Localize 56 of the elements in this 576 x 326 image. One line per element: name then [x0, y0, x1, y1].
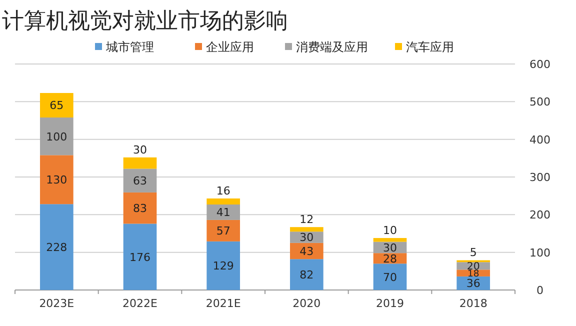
data-label: 129 — [212, 260, 234, 273]
data-label: 30 — [133, 143, 147, 156]
bar — [123, 157, 157, 169]
bar — [373, 238, 407, 242]
x-tick-label: 2023E — [39, 297, 74, 310]
chart-title: 计算机视觉对就业市场的影响 — [2, 9, 288, 34]
y-tick-label: 100 — [530, 246, 550, 260]
bar — [123, 168, 157, 192]
data-label: 16 — [216, 184, 230, 198]
data-label: 100 — [46, 130, 68, 144]
bar — [206, 241, 240, 290]
bar — [40, 204, 74, 290]
data-label: 12 — [300, 213, 314, 226]
x-tick-label: 2019 — [376, 297, 404, 310]
data-label: 43 — [300, 244, 314, 258]
bar — [373, 264, 407, 290]
x-tick-label: 2018 — [459, 297, 488, 310]
bar — [290, 259, 324, 290]
y-tick-label: 0 — [536, 284, 544, 297]
data-label: 41 — [216, 206, 230, 220]
y-tick-label: 600 — [530, 58, 550, 71]
data-label: 36 — [466, 277, 480, 290]
y-tick-label: 200 — [530, 208, 550, 222]
data-label: 70 — [383, 270, 397, 284]
bar — [40, 155, 74, 204]
bar — [40, 117, 74, 156]
data-label: 28 — [383, 252, 397, 266]
bar — [290, 227, 324, 232]
legend-label: 城市管理 — [105, 40, 154, 54]
data-label: 30 — [383, 241, 397, 254]
y-tick-label: 300 — [530, 171, 550, 184]
data-label: 82 — [300, 268, 314, 282]
data-label: 176 — [130, 250, 150, 264]
data-label: 57 — [216, 224, 230, 238]
bar — [206, 220, 240, 242]
bar — [123, 224, 157, 290]
data-label: 130 — [46, 174, 68, 187]
legend-label: 企业应用 — [206, 40, 254, 54]
y-tick-label: 400 — [530, 133, 550, 146]
bar — [206, 204, 240, 220]
data-label: 63 — [133, 174, 147, 188]
data-label: 83 — [133, 202, 147, 216]
y-tick-label: 500 — [530, 96, 550, 109]
data-label: 10 — [383, 224, 397, 238]
data-label: 65 — [50, 99, 64, 112]
x-tick-label: 2022E — [122, 297, 158, 310]
legend-label: 汽车应用 — [406, 40, 454, 54]
legend-label: 消费端及应用 — [296, 40, 368, 54]
x-tick-label: 2020 — [292, 297, 321, 310]
bar — [123, 192, 157, 224]
data-label: 228 — [46, 241, 68, 254]
x-tick-label: 2021E — [206, 297, 241, 310]
data-label: 5 — [470, 246, 477, 260]
bar — [206, 198, 240, 204]
data-label: 30 — [300, 231, 314, 244]
bar — [40, 93, 74, 118]
